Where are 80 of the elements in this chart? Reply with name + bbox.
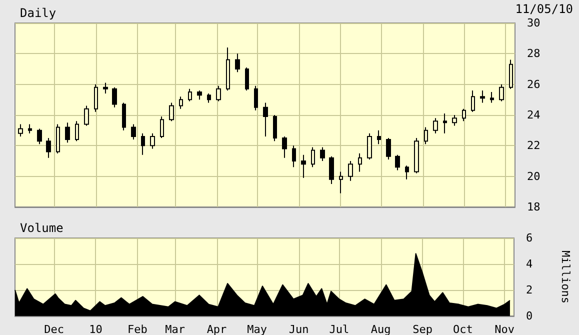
candlestick: [499, 84, 504, 102]
candlestick: [197, 90, 202, 100]
candlestick: [216, 85, 221, 102]
candlestick: [245, 66, 249, 91]
y-tick-label: 26: [527, 78, 540, 91]
chart-title: Daily: [20, 6, 56, 20]
candlestick: [150, 132, 155, 150]
y-tick-label: 28: [527, 47, 540, 60]
x-tick-label: Aug: [370, 323, 391, 335]
x-tick-label: Jul: [329, 323, 350, 335]
x-tick-label: Sep: [412, 323, 432, 335]
text: 11/05/10: [515, 2, 573, 16]
y-tick-label: 0: [526, 310, 533, 322]
y-tick-label: 2: [526, 284, 533, 296]
candlestick: [103, 82, 108, 94]
candlestick: [28, 124, 32, 134]
y-tick-label: 22: [527, 139, 540, 152]
candlestick: [65, 122, 70, 144]
candlestick: [179, 96, 183, 110]
x-tick-label: May: [247, 323, 268, 335]
candlestick: [169, 102, 174, 122]
candlestick: [254, 85, 258, 111]
candlestick: [320, 146, 325, 162]
candlestick: [188, 88, 192, 102]
x-tick-label: Apr: [206, 323, 228, 335]
candlestick: [301, 154, 306, 178]
x-tick-label: Feb: [127, 323, 148, 335]
candlestick: [131, 124, 136, 140]
candlestick: [292, 145, 296, 168]
candlestick: [490, 92, 494, 104]
candlestick: [141, 132, 145, 156]
y-tick-label: 20: [527, 170, 540, 183]
candlestick: [18, 124, 23, 137]
chart-title: Volume: [20, 221, 64, 235]
y-tick-label: 24: [527, 108, 541, 122]
candlestick: [112, 86, 117, 108]
candlestick: [405, 165, 409, 180]
candlestick: [226, 47, 230, 91]
y-axis-title: Millions: [559, 250, 572, 304]
candlestick: [339, 171, 343, 194]
x-tick-label: Dec: [44, 323, 64, 335]
x-tick-label: Mar: [165, 323, 186, 335]
candlestick: [207, 93, 211, 104]
candlestick: [273, 114, 277, 142]
candlestick: [160, 116, 164, 138]
candlestick: [348, 160, 353, 182]
candlestick: [471, 90, 475, 112]
candlestick: [462, 108, 466, 122]
candlestick: [395, 154, 400, 171]
x-tick-label: Jun: [288, 323, 309, 335]
candlestick: [424, 126, 428, 145]
candlestick: [443, 112, 447, 134]
x-tick-label: 10: [89, 323, 102, 335]
candlestick: [235, 53, 240, 73]
candlestick: [452, 114, 457, 126]
candlestick: [358, 152, 362, 172]
candlestick: [433, 118, 438, 134]
candlestick: [122, 102, 126, 131]
candlestick: [329, 156, 334, 184]
candlestick: [480, 90, 485, 104]
y-tick-label: 6: [526, 232, 533, 244]
candlestick: [46, 138, 51, 158]
x-tick-label: Nov: [494, 323, 515, 335]
y-tick-label: 4: [526, 258, 533, 270]
candlestick: [311, 146, 315, 168]
candlestick: [377, 130, 381, 145]
candlestick: [75, 120, 79, 142]
y-tick-label: 18: [527, 200, 540, 214]
candlestick: [386, 138, 391, 160]
candlestick: [84, 105, 89, 126]
candlestick: [282, 136, 287, 158]
candlestick: [367, 132, 372, 160]
y-tick-label: 30: [527, 16, 540, 30]
x-tick-label: Oct: [452, 323, 473, 335]
candlestick: [94, 84, 98, 112]
candlestick: [509, 59, 513, 90]
candlestick: [414, 138, 419, 174]
candlestick: [37, 128, 42, 145]
candlestick: [56, 124, 60, 154]
candlestick: [263, 102, 268, 137]
